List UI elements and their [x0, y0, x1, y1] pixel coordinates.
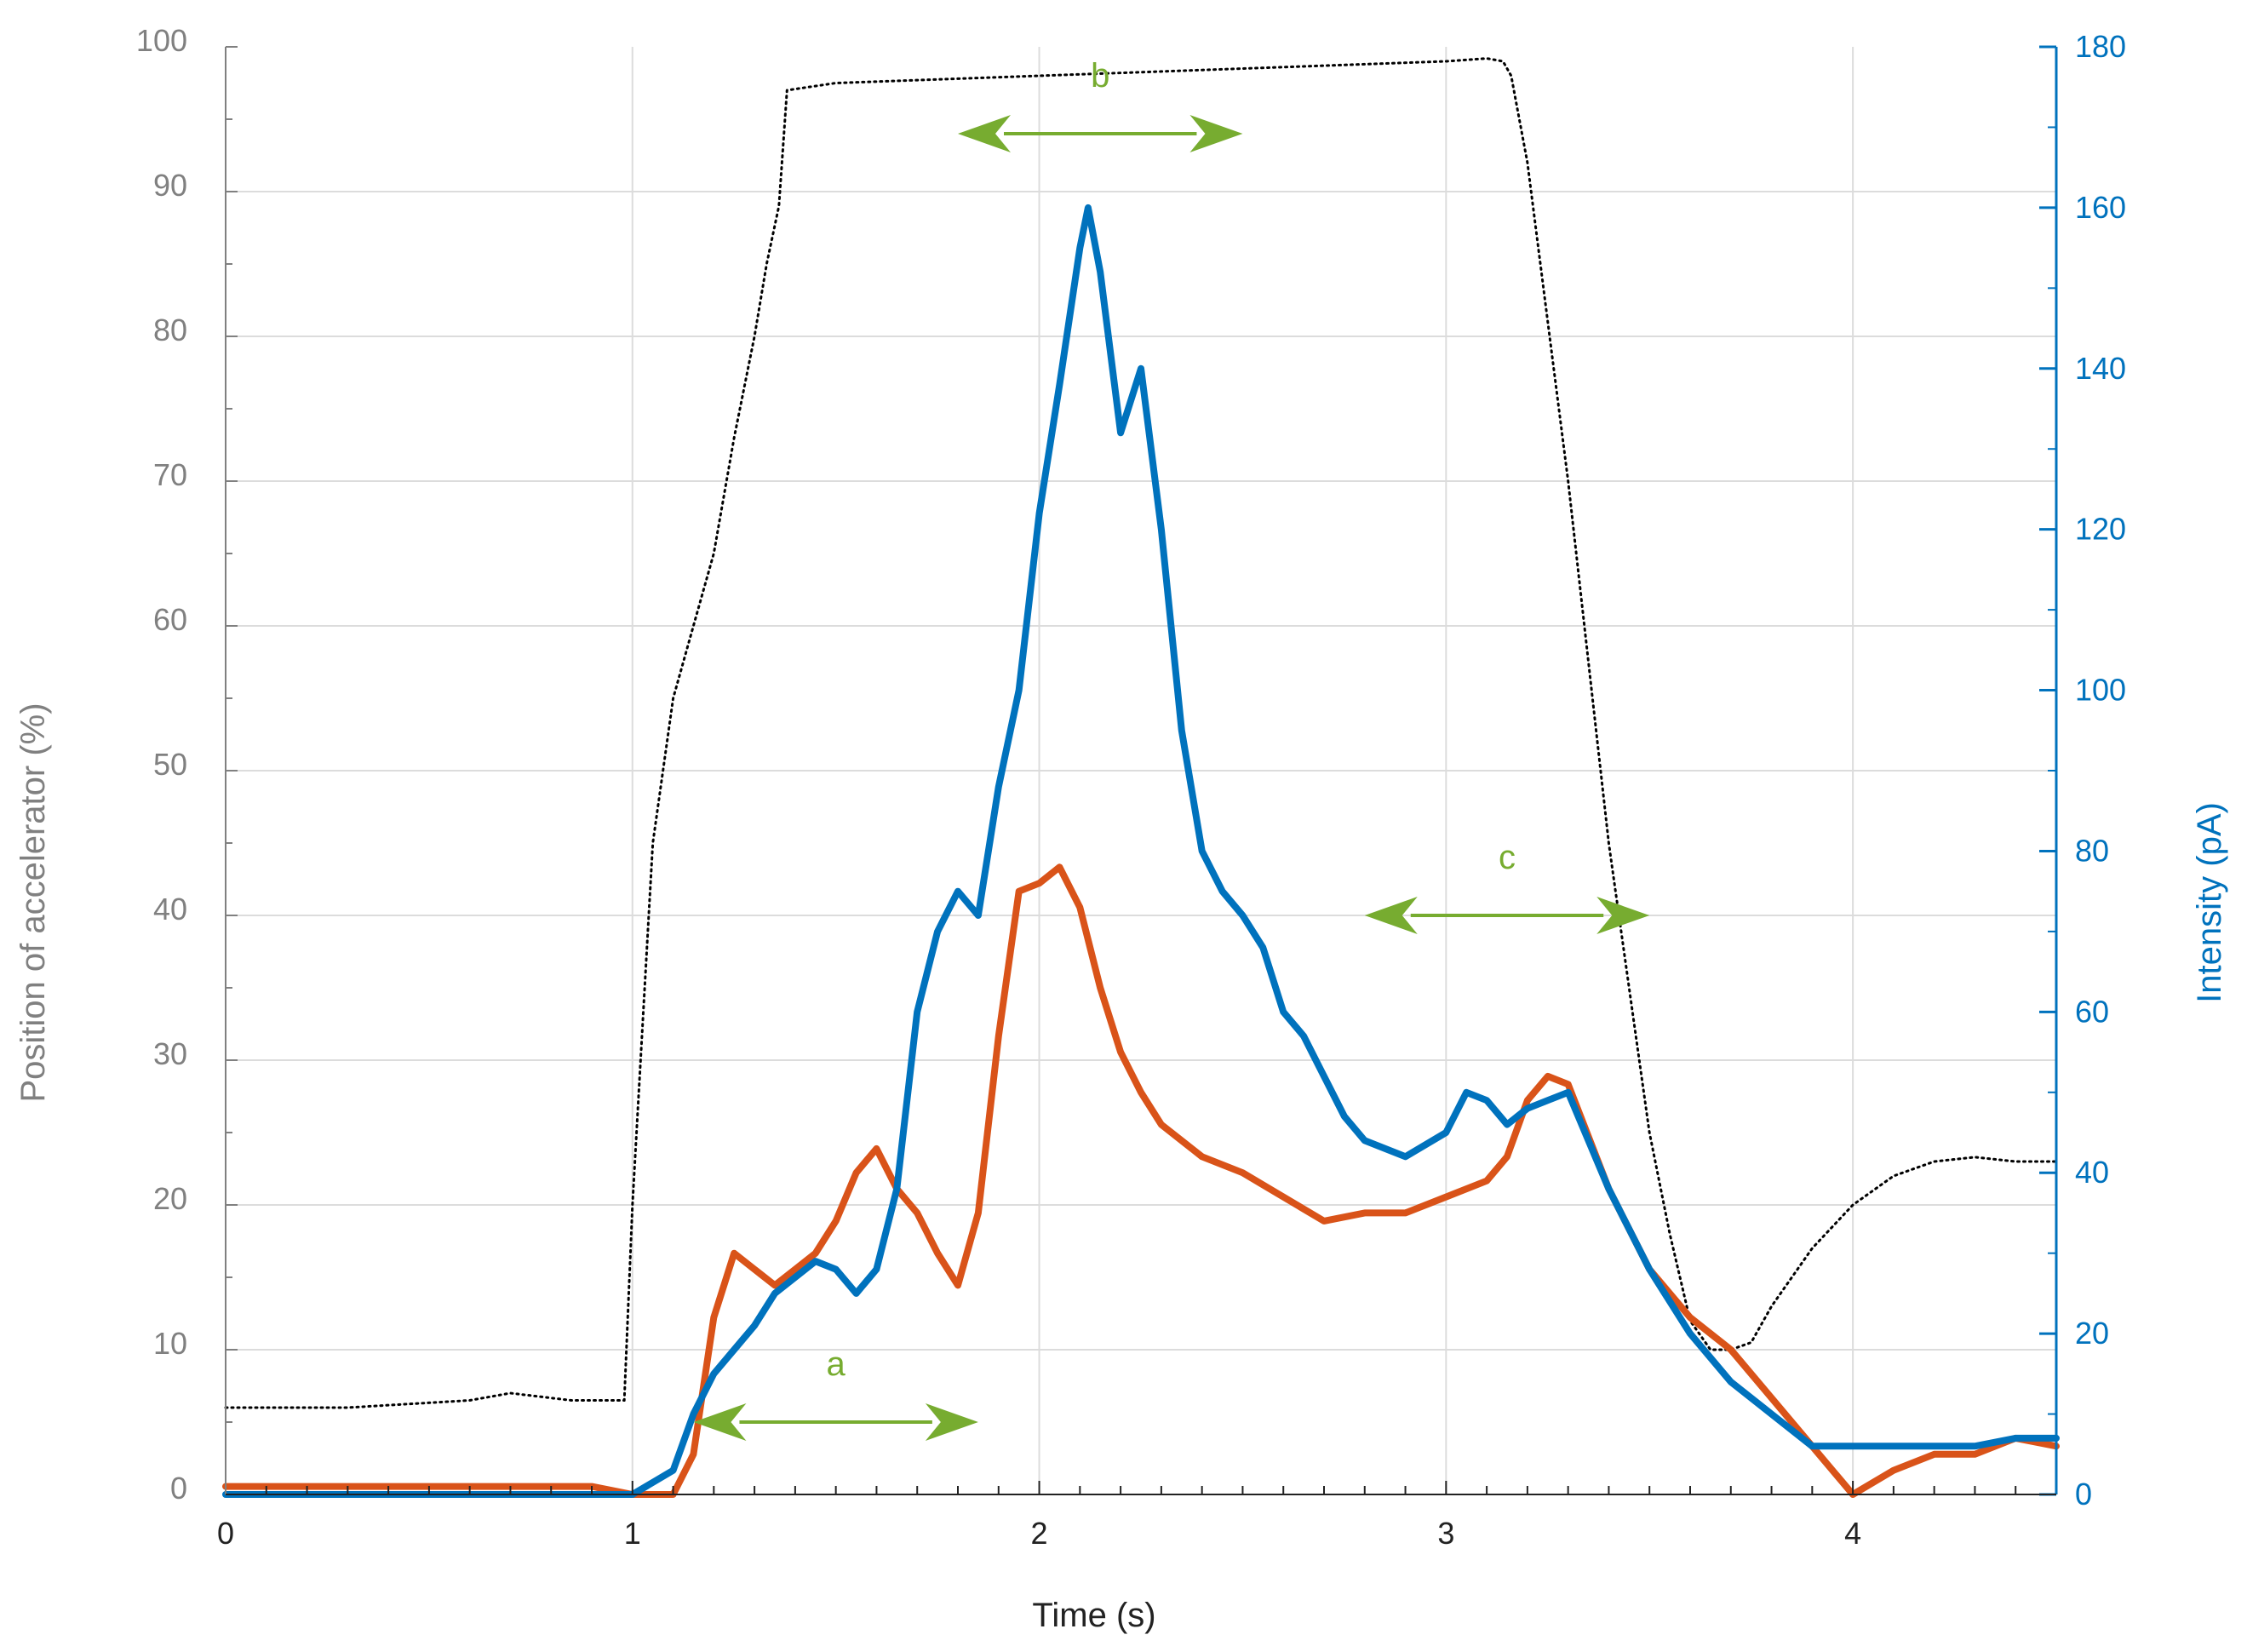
y-right-tick-label: 140	[2075, 351, 2126, 386]
annotation-label: a	[827, 1345, 846, 1383]
y-left-tick-label: 40	[153, 892, 187, 926]
annotation-arrow-head-left	[1364, 897, 1418, 934]
x-tick-label: 1	[624, 1516, 641, 1551]
y-left-tick-label: 0	[170, 1471, 187, 1506]
y-left-tick-label: 70	[153, 457, 187, 492]
labels-group: Time (s) Position of accelerator (%) Int…	[14, 703, 2228, 1634]
y-left-tick-label: 80	[153, 313, 187, 347]
series-group	[222, 57, 2060, 1498]
y-right-tick-label: 0	[2075, 1477, 2092, 1511]
x-tick-label: 4	[1844, 1516, 1861, 1551]
y-right-tick-label: 100	[2075, 673, 2126, 708]
y-right-tick-label: 160	[2075, 190, 2126, 225]
y-left-tick-label: 90	[153, 168, 187, 203]
series-line-1	[222, 863, 2060, 1498]
annotation-arrow-head-left	[958, 115, 1011, 152]
y-left-tick-label: 20	[153, 1181, 187, 1216]
annotations-group: a b c	[693, 57, 1650, 1441]
x-tick-label: 0	[217, 1516, 234, 1551]
series-line-2	[222, 204, 2060, 1498]
y-right-tick-label: 180	[2075, 29, 2126, 64]
grid	[226, 47, 2056, 1494]
x-axis-title: Time (s)	[1032, 1597, 1155, 1634]
y-left-tick-label: 10	[153, 1326, 187, 1361]
y-left-axis-title: Position of accelerator (%)	[14, 703, 52, 1102]
x-tick-label: 3	[1437, 1516, 1454, 1551]
annotation-label: b	[1091, 57, 1109, 95]
y-left-tick-label: 60	[153, 602, 187, 637]
y-right-tick-label: 80	[2075, 833, 2109, 868]
annotation-arrow-head-right	[1596, 897, 1650, 934]
annotation-arrow-head-right	[1189, 115, 1243, 152]
y-right-tick-label: 40	[2075, 1155, 2109, 1190]
annotation-arrow-head-right	[925, 1403, 978, 1441]
y-right-tick-label: 20	[2075, 1316, 2109, 1351]
series-line-0	[224, 57, 2058, 1409]
y-left-tick-label: 100	[136, 23, 187, 58]
annotation-label: c	[1499, 839, 1516, 876]
y-right-tick-label: 60	[2075, 994, 2109, 1029]
y-left-tick-label: 30	[153, 1036, 187, 1071]
y-left-tick-label: 50	[153, 747, 187, 782]
y-right-axis-title: Intensity (pA)	[2191, 802, 2228, 1003]
y-right-tick-label: 120	[2075, 512, 2126, 547]
axes-group: 0 1 2 3 401020304050607080901000204060801001…	[136, 23, 2126, 1551]
x-tick-label: 2	[1031, 1516, 1048, 1551]
annotation-arrow-head-left	[693, 1403, 747, 1441]
